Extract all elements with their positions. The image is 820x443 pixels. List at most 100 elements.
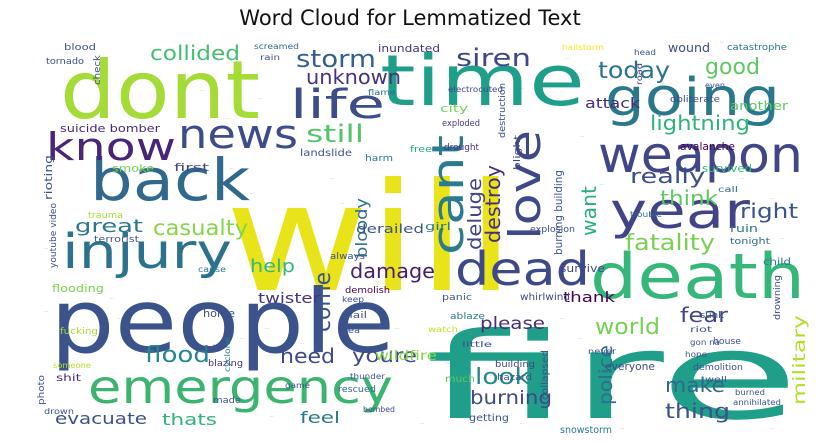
word-avalanche: avalanche [680,140,735,153]
word-injury: injury [62,224,232,280]
word-made: made [213,396,241,406]
word-look: look [475,365,530,390]
word-evacuate: evacuate [55,409,147,428]
word-demolition: demolition [693,363,743,373]
word-really: really [630,164,705,188]
filler-mark: ··· [390,236,394,241]
word-drown: drown [44,407,74,416]
word-burning-building: burning building [552,170,565,255]
word-derailed: derailed [356,222,424,236]
word-destruction: destruction [498,83,508,138]
word-news: news [178,112,298,158]
word-survive: survive [560,262,605,275]
word-thunder: thunder [350,372,386,381]
word-come: come [311,272,336,332]
word-good: good [705,55,760,80]
word-death: death [590,240,805,313]
filler-mark: ··· [770,426,774,431]
word-trouble: trouble [630,210,662,219]
filler-mark: ··· [225,116,229,121]
filler-mark: ··· [565,56,569,61]
word-thing: thing [665,399,730,423]
word-know: know [46,125,176,169]
word-blazing: blazing [208,359,243,369]
word-great: great [75,216,143,237]
word-world: world [595,315,660,340]
filler-mark: ··· [600,61,604,66]
word-fucking: fucking [60,327,98,337]
word-attack: attack [585,96,641,112]
word-rain: rain [260,53,280,62]
word-police: police [595,345,617,405]
word-right: right [740,199,798,223]
word-need: need [280,344,335,368]
filler-mark: ··· [620,146,624,151]
word-youtube-video: youtube video [49,203,59,268]
word-drought: drought [444,143,479,153]
word-game: game [285,381,310,390]
word-collided: collided [150,41,240,65]
word-ablaze: ablaze [450,312,486,322]
word-check: check [93,54,103,85]
word-collapsed: collapsed [540,350,551,400]
word-think: think [660,186,718,210]
filler-mark: ··· [740,416,744,421]
word-twister: twister [258,291,320,307]
word-screamed: screamed [254,42,299,51]
filler-mark: ··· [445,361,449,366]
filler-mark: ··· [786,44,790,49]
filler-mark: ··· [485,336,489,341]
word-last: last [195,344,218,354]
filler-mark: ··· [44,246,48,251]
word-someone: someone [53,361,91,370]
word-gon-na: gon na [690,338,720,347]
word-people: people [50,270,395,373]
word-ruin: ruin [730,222,758,235]
words-layer: ··· ··· ··· ··· ··· ··· ··· ··· ··· ··· ··· ··· ··· ·… [37,40,810,443]
filler-mark: ··· [760,356,764,361]
word-survived: survived [702,162,752,175]
word-will: will [225,152,515,326]
word-burning: burning [470,387,552,409]
word-smoke: smoke [112,162,154,175]
filler-mark: ··· [258,96,262,101]
filler-mark: ··· [420,421,424,426]
word-thats: thats [162,410,217,429]
word-girl: girl [425,220,451,233]
word-flame: flame [368,88,396,97]
word-casualty: casualty [153,216,248,240]
word-military: military [790,315,810,405]
word-hope: hope [685,350,707,359]
word-whirlwind: whirlwind [520,292,570,303]
word-watch: watch [428,325,458,334]
word-call: call [718,185,738,194]
filler-mark: ··· [755,66,759,71]
word-catastrophe: catastrophe [727,43,788,53]
word-never: never [588,347,617,356]
word-photo: photo [37,374,47,405]
filler-mark: ··· [470,60,474,65]
filler-mark: ··· [340,201,344,206]
filler-mark: ··· [520,86,524,91]
word-time: time [380,40,585,122]
word-snowstorm: snowstorm [560,425,612,436]
filler-mark: ··· [580,134,584,139]
word-exploded: exploded [442,119,480,129]
word-going: going [605,68,780,128]
word-cause: cause [198,265,226,274]
word-please: please [480,314,545,334]
filler-mark: ··· [395,326,399,331]
filler-mark: ··· [740,176,744,181]
word-hail: hail [345,311,367,321]
word-cyclone: cyclone [223,337,232,372]
word-burned: burned [735,388,765,397]
word-youre: youre [352,345,417,367]
filler-mark: ··· [700,286,704,291]
filler-mark: ··· [620,426,624,431]
word-love: love [500,130,551,240]
filler-mark: ··· [265,326,269,331]
word-free: free [410,145,433,155]
word-life: life [290,82,385,128]
word-well: well [705,375,727,384]
filler-mark: ··· [240,406,244,411]
